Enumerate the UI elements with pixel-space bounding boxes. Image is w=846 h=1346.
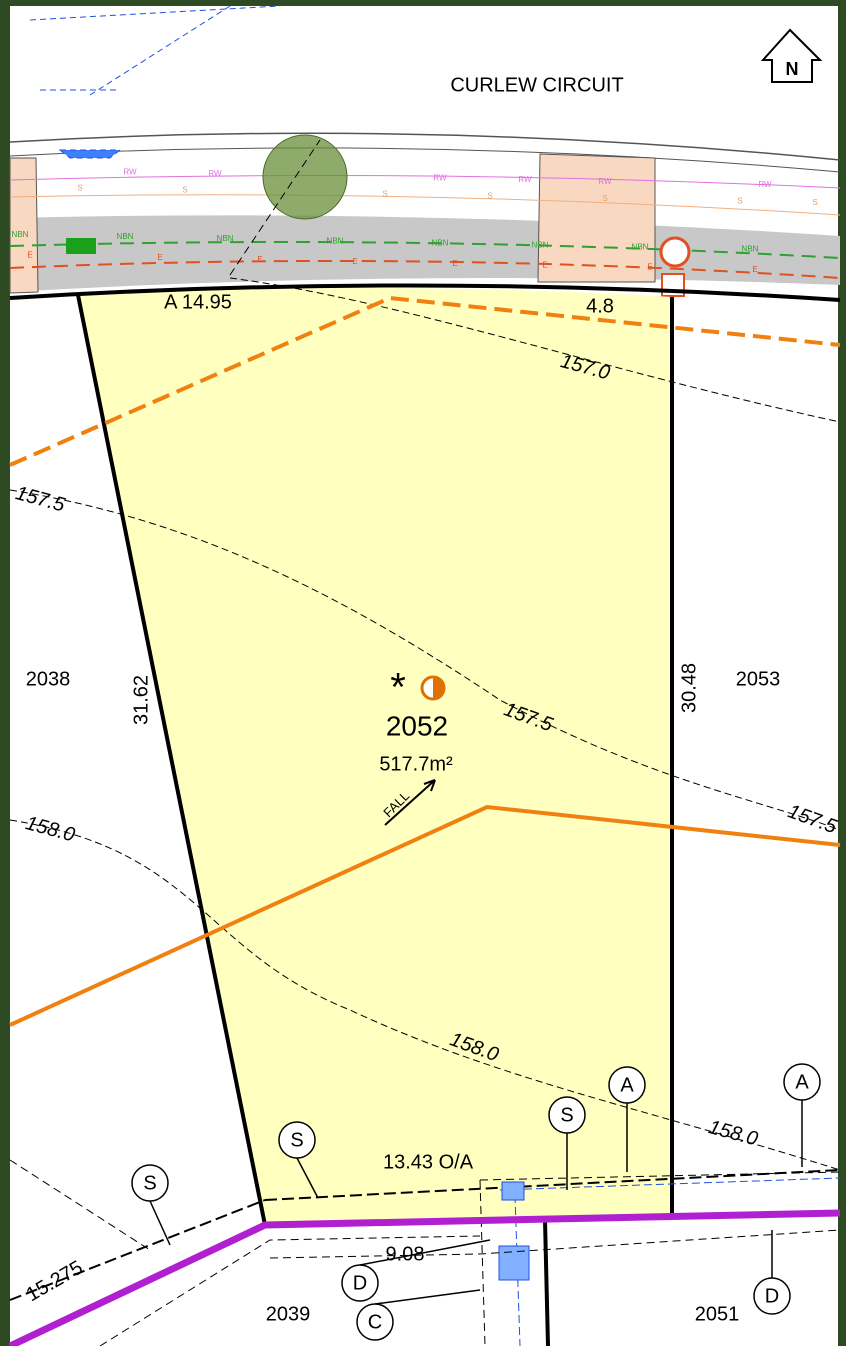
dimension: 13.43 O/A — [383, 1151, 474, 1173]
service-label: RW — [598, 177, 612, 186]
neighbour-lot: 2039 — [266, 1303, 311, 1325]
service-label: E — [27, 250, 32, 259]
service-label: E — [352, 257, 357, 266]
service-label: E — [647, 263, 652, 272]
nbn-pit — [66, 238, 96, 254]
road-name: CURLEW CIRCUIT — [450, 74, 623, 96]
service-label: E — [257, 255, 262, 264]
service-label: E — [452, 259, 457, 268]
service-label: E — [542, 261, 547, 270]
service-label: NBN — [632, 243, 649, 252]
service-label: RW — [758, 180, 772, 189]
marker-label: S — [560, 1104, 573, 1126]
service-label: RW — [208, 169, 222, 178]
service-label: E — [157, 253, 162, 262]
service-label: NBN — [217, 234, 234, 243]
service-label: NBN — [742, 245, 759, 254]
site-plan: N CURLEW CIRCUIT * 2052 517.7m² FALL RWR… — [0, 0, 846, 1346]
service-label: NBN — [532, 241, 549, 250]
dimension: A 14.95 — [164, 291, 232, 313]
dimension: 31.62 — [130, 675, 152, 725]
marker-label: S — [290, 1129, 303, 1151]
pit — [502, 1182, 524, 1200]
service-label: S — [182, 185, 187, 194]
service-label: S — [812, 198, 817, 207]
driveway — [10, 158, 38, 293]
service-label: S — [602, 194, 607, 203]
marker-label: S — [143, 1172, 156, 1194]
service-label: RW — [433, 174, 447, 183]
neighbour-lot: 2051 — [695, 1303, 740, 1325]
dimension: 4.8 — [586, 295, 614, 317]
neighbour-lot: 2038 — [26, 668, 71, 690]
lot-number: 2052 — [386, 710, 448, 741]
marker-label: A — [620, 1074, 634, 1096]
marker-label: A — [795, 1071, 809, 1093]
neighbour-lot: 2053 — [736, 668, 781, 690]
marker-label: C — [368, 1311, 382, 1333]
service-label: RW — [518, 175, 532, 184]
dimension: 30.48 — [678, 663, 700, 713]
marker-label: D — [353, 1272, 367, 1294]
service-label: NBN — [432, 239, 449, 248]
service-label: RW — [123, 167, 137, 176]
service-label: E — [752, 265, 757, 274]
marker-label: D — [765, 1285, 779, 1307]
service-label: S — [487, 192, 492, 201]
north-label: N — [786, 59, 799, 79]
light-pole — [661, 238, 689, 266]
service-label: NBN — [12, 230, 29, 239]
lot-area: 517.7m² — [379, 753, 453, 775]
service-label: NBN — [327, 236, 344, 245]
service-label: S — [77, 183, 82, 192]
page: { "road_name": "CURLEW CIRCUIT", "north"… — [0, 0, 846, 1346]
driveway — [538, 154, 655, 282]
service-label: NBN — [117, 232, 134, 241]
service-label: S — [382, 189, 387, 198]
service-label: S — [737, 197, 742, 206]
lot-symbol: * — [390, 666, 406, 710]
